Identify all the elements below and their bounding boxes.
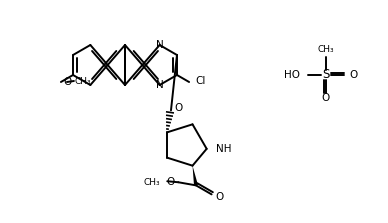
Text: O: O	[174, 103, 182, 113]
Polygon shape	[192, 166, 198, 186]
Text: CH₃: CH₃	[74, 78, 91, 87]
Text: CH₃: CH₃	[318, 45, 334, 54]
Text: N: N	[156, 80, 163, 90]
Text: O: O	[349, 70, 357, 80]
Text: O: O	[166, 177, 174, 187]
Text: O: O	[63, 77, 71, 87]
Text: CH₃: CH₃	[144, 178, 160, 187]
Text: NH: NH	[216, 144, 231, 154]
Text: N: N	[156, 40, 163, 50]
Text: HO: HO	[284, 70, 300, 80]
Text: O: O	[216, 192, 224, 202]
Text: O: O	[322, 93, 330, 103]
Text: S: S	[322, 68, 330, 81]
Text: Cl: Cl	[195, 76, 206, 86]
